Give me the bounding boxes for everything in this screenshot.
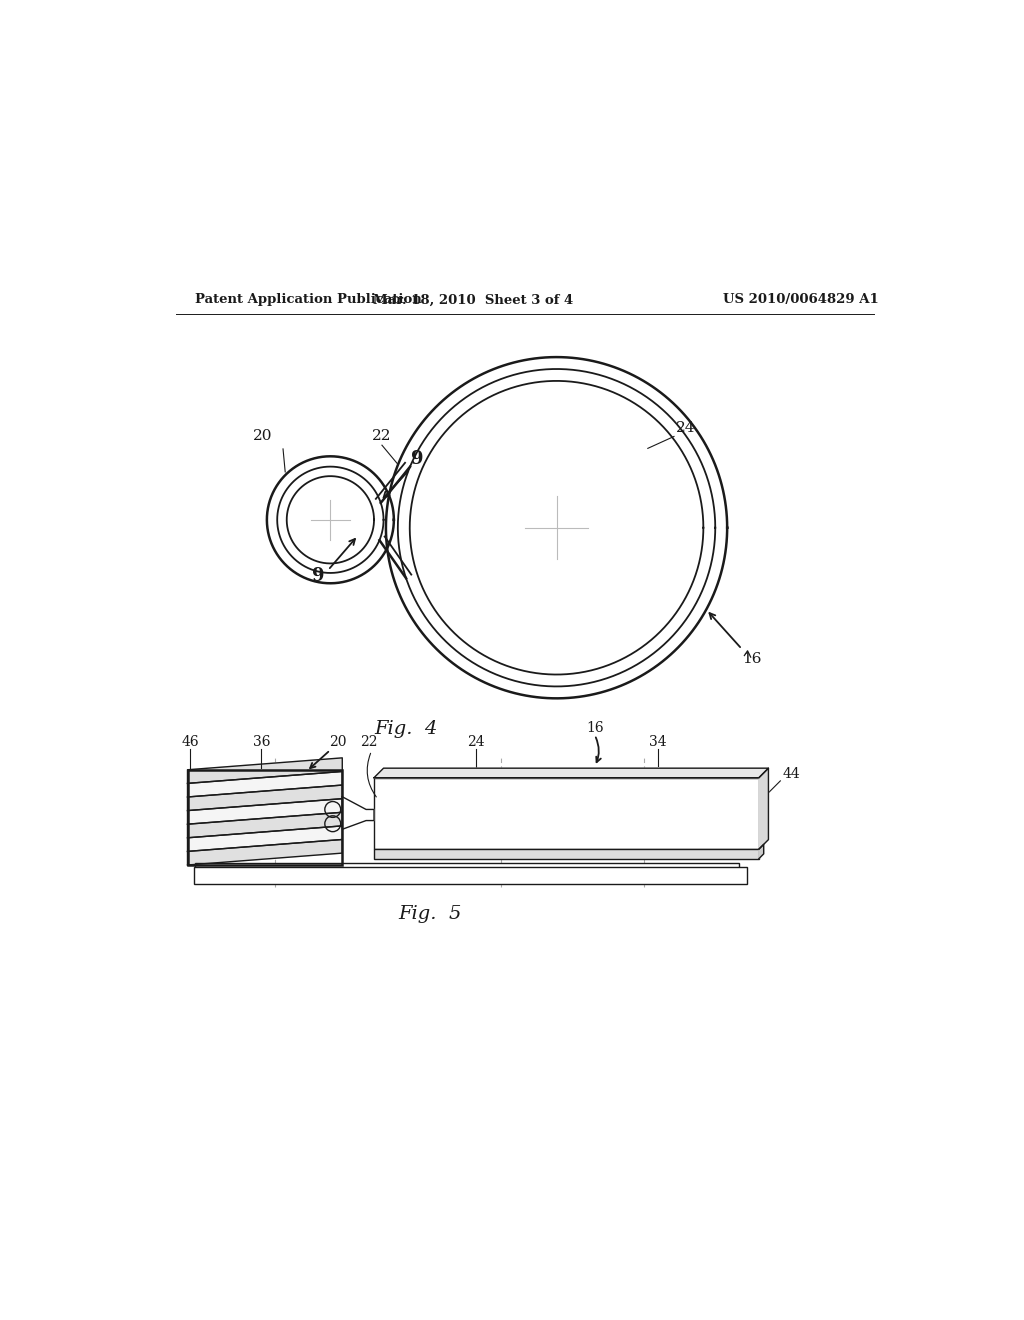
Bar [374, 849, 759, 858]
Polygon shape [187, 826, 342, 851]
Text: 9: 9 [412, 450, 424, 467]
Polygon shape [374, 768, 768, 777]
Text: 9: 9 [312, 566, 325, 585]
Polygon shape [187, 758, 342, 783]
Polygon shape [759, 768, 768, 849]
Text: 20: 20 [253, 429, 272, 442]
Bar [187, 770, 342, 865]
Polygon shape [187, 812, 342, 838]
Text: 24: 24 [467, 735, 484, 748]
Polygon shape [187, 785, 342, 810]
Text: Fig.  5: Fig. 5 [398, 906, 461, 923]
Text: Patent Application Publication: Patent Application Publication [196, 293, 422, 306]
Text: 34: 34 [649, 735, 667, 748]
Text: 44: 44 [782, 767, 801, 780]
Text: US 2010/0064829 A1: US 2010/0064829 A1 [723, 293, 879, 306]
Text: Mar. 18, 2010  Sheet 3 of 4: Mar. 18, 2010 Sheet 3 of 4 [373, 293, 573, 306]
Bar [374, 777, 759, 849]
Polygon shape [759, 845, 764, 858]
Bar [196, 862, 739, 883]
Text: 24: 24 [676, 421, 695, 436]
Text: Fig.  4: Fig. 4 [374, 719, 437, 738]
Polygon shape [187, 771, 342, 797]
Text: 22: 22 [372, 429, 392, 442]
Text: 16: 16 [586, 721, 603, 735]
Text: 16: 16 [742, 652, 762, 667]
Bar [194, 867, 748, 884]
Polygon shape [187, 799, 342, 824]
Polygon shape [187, 840, 342, 865]
Text: 20: 20 [330, 735, 347, 748]
Text: 22: 22 [359, 735, 377, 748]
Text: 46: 46 [181, 735, 199, 748]
Polygon shape [342, 797, 374, 829]
Text: 36: 36 [253, 735, 270, 748]
